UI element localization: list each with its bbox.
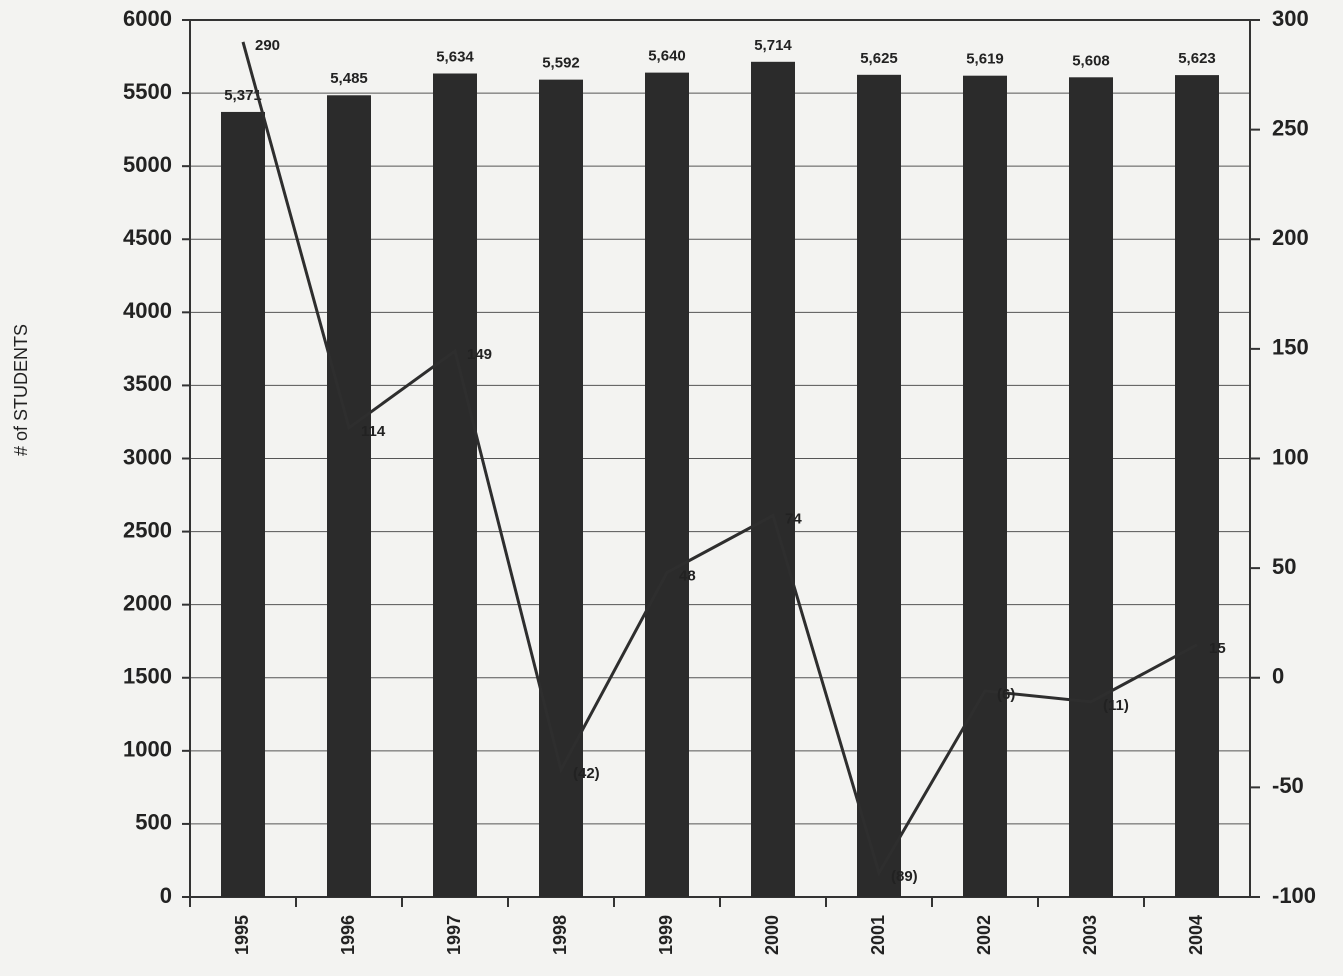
bar-value-label: 5,619 <box>966 51 1004 68</box>
bar <box>327 95 371 898</box>
x-tick-label: 2003 <box>1080 915 1100 955</box>
y-tick-label: 5000 <box>123 152 172 177</box>
line-value-label: (11) <box>1103 697 1129 714</box>
bar <box>1069 77 1113 897</box>
bar-value-label: 5,625 <box>860 50 898 67</box>
y-tick-label: 0 <box>160 883 172 908</box>
y2-tick-label: 300 <box>1272 6 1309 31</box>
y2-tick-label: -100 <box>1272 883 1316 908</box>
bar-value-label: 5,634 <box>436 48 474 65</box>
x-tick-label: 2004 <box>1186 915 1206 955</box>
y-tick-label: 2000 <box>123 590 172 615</box>
y2-tick-label: -50 <box>1272 773 1304 798</box>
line-value-label: 114 <box>361 423 386 440</box>
bar <box>221 111 265 897</box>
y2-tick-label: 250 <box>1272 115 1309 140</box>
line-value-label: 48 <box>679 567 696 584</box>
line <box>241 41 1198 877</box>
bar <box>539 79 583 898</box>
y2-tick-label: 200 <box>1272 225 1309 250</box>
line-value-label: (89) <box>891 868 918 885</box>
y-tick-label: 2500 <box>123 517 172 542</box>
x-tick-label: 1996 <box>338 915 358 955</box>
bar-value-label: 5,640 <box>648 48 686 65</box>
x-tick-label: 2002 <box>974 915 994 955</box>
line-value-label: 15 <box>1209 640 1226 657</box>
bar-value-label: 5,485 <box>330 70 368 87</box>
line-value-label: (6) <box>997 686 1015 703</box>
y-tick-label: 4500 <box>123 225 172 250</box>
line-value-label: 149 <box>467 346 492 363</box>
bar <box>1175 75 1219 897</box>
bar-value-label: 5,714 <box>754 37 792 54</box>
bar-value-label: 5,371 <box>224 87 262 104</box>
line-value-label: (42) <box>573 765 600 782</box>
bar <box>645 72 689 898</box>
bar <box>433 73 477 897</box>
line-value-label: 290 <box>255 37 280 54</box>
y-tick-label: 1000 <box>123 737 172 762</box>
bar-value-label: 5,608 <box>1072 52 1110 69</box>
x-tick-label: 1998 <box>550 915 570 955</box>
y-tick-label: 5500 <box>123 79 172 104</box>
y-tick-label: 500 <box>135 810 172 835</box>
y-tick-label: 3000 <box>123 444 172 469</box>
y2-tick-label: 0 <box>1272 664 1284 689</box>
y2-tick-label: 150 <box>1272 335 1309 360</box>
y-tick-label: 3500 <box>123 371 172 396</box>
x-tick-label: 2000 <box>762 915 782 955</box>
bar-value-label: 5,592 <box>542 55 580 72</box>
x-tick-label: 1999 <box>656 915 676 955</box>
y-axis-label: # of STUDENTS <box>11 324 31 456</box>
line-value-label: 74 <box>785 510 802 527</box>
y-tick-label: 4000 <box>123 298 172 323</box>
y-tick-label: 6000 <box>123 6 172 31</box>
bar <box>857 74 901 897</box>
x-tick-label: 1995 <box>232 915 252 955</box>
x-tick-label: 2001 <box>868 915 888 955</box>
bar <box>751 61 795 898</box>
x-tick-label: 1997 <box>444 915 464 955</box>
bar <box>963 75 1007 897</box>
bar-value-label: 5,623 <box>1178 50 1216 67</box>
y2-tick-label: 50 <box>1272 554 1296 579</box>
y2-tick-label: 100 <box>1272 444 1309 469</box>
y-tick-label: 1500 <box>123 664 172 689</box>
